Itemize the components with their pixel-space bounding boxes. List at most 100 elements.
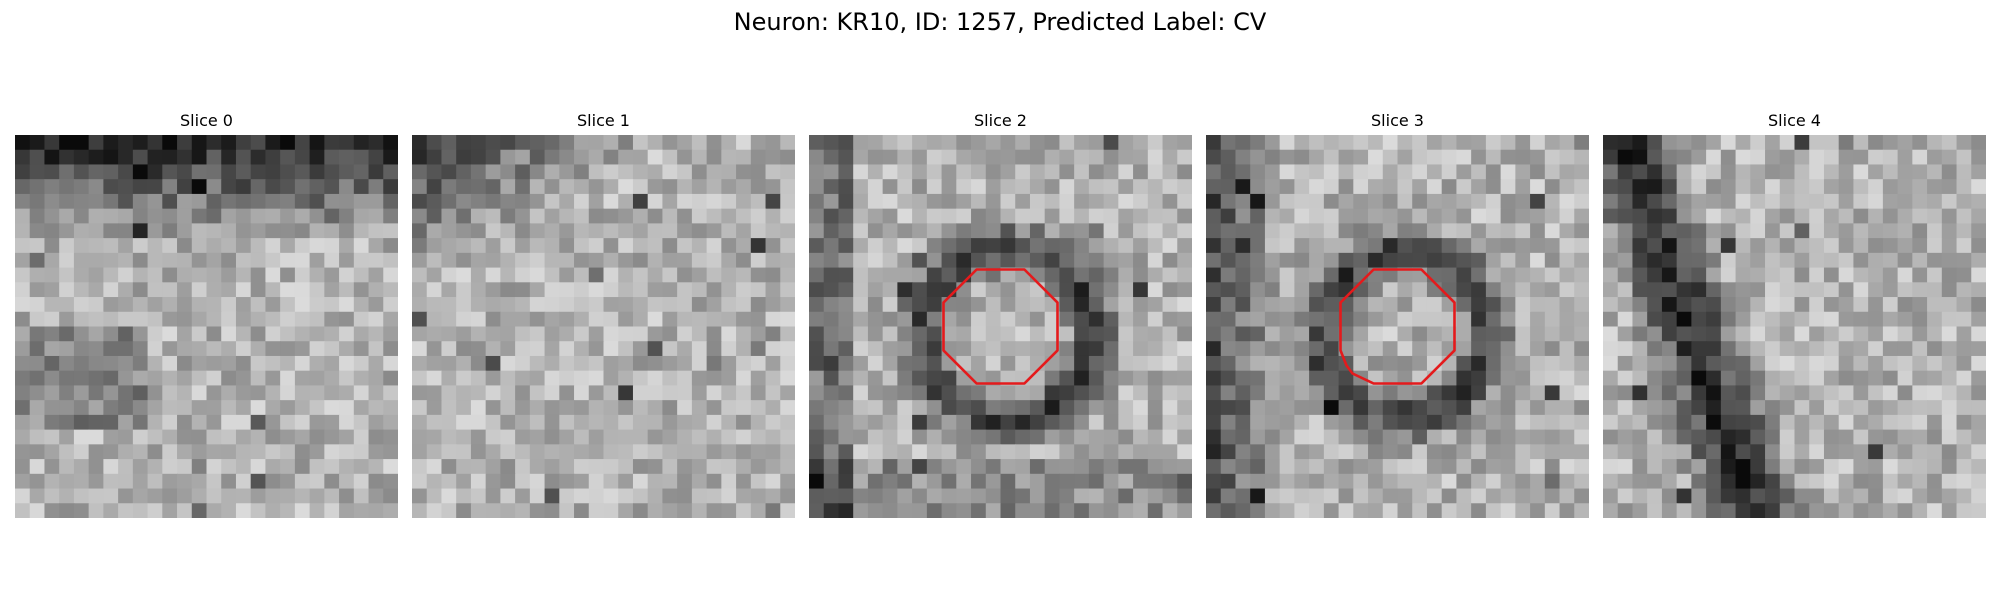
pixel-cell xyxy=(1279,400,1295,416)
pixel-cell xyxy=(1471,473,1487,490)
pixel-cell xyxy=(1823,444,1840,460)
pixel-cell xyxy=(662,267,678,283)
pixel-cell xyxy=(73,208,90,224)
pixel-cell xyxy=(1971,355,1986,372)
pixel-cell xyxy=(647,444,664,460)
pixel-cell xyxy=(1530,208,1546,224)
pixel-cell xyxy=(250,149,267,166)
pixel-cell xyxy=(324,297,340,313)
pixel-cell xyxy=(426,223,443,239)
pixel-cell xyxy=(1632,267,1648,283)
pixel-cell xyxy=(912,503,928,518)
pixel-cell xyxy=(191,282,208,298)
pixel-cell xyxy=(677,400,693,416)
pixel-cell xyxy=(1647,488,1663,504)
pixel-cell xyxy=(1897,311,1913,328)
pixel-cell xyxy=(1809,267,1825,283)
pixel-cell xyxy=(1162,208,1178,224)
pixel-cell xyxy=(1235,444,1251,460)
pixel-cell xyxy=(1500,267,1516,283)
pixel-cell xyxy=(1426,459,1443,475)
pixel-cell xyxy=(897,488,913,504)
pixel-cell xyxy=(1133,341,1149,357)
pixel-cell xyxy=(191,459,208,475)
pixel-cell xyxy=(618,341,634,357)
pixel-cell xyxy=(588,223,605,239)
pixel-cell xyxy=(985,429,1002,445)
pixel-cell xyxy=(59,355,75,372)
pixel-cell xyxy=(677,503,693,518)
pixel-cell xyxy=(132,429,149,445)
pixel-cell xyxy=(456,193,472,210)
pixel-cell xyxy=(339,503,355,518)
pixel-cell xyxy=(1574,252,1589,269)
pixel-cell xyxy=(441,135,457,151)
pixel-cell xyxy=(867,223,884,239)
pixel-cell xyxy=(691,193,708,210)
pixel-cell xyxy=(1838,223,1855,239)
pixel-cell xyxy=(1250,238,1266,254)
pixel-cell xyxy=(1838,385,1855,401)
pixel-cell xyxy=(1912,429,1928,445)
pixel-cell xyxy=(956,400,972,416)
pixel-cell xyxy=(280,429,296,445)
pixel-cell xyxy=(456,503,472,518)
pixel-cell xyxy=(956,149,972,166)
pixel-cell xyxy=(1897,193,1913,210)
pixel-cell xyxy=(1264,341,1281,357)
pixel-cell xyxy=(765,223,781,239)
pixel-cell xyxy=(618,473,634,490)
pixel-cell xyxy=(838,223,854,239)
pixel-cell xyxy=(103,282,119,298)
pixel-cell xyxy=(1927,385,1943,401)
pixel-cell xyxy=(1515,297,1531,313)
pixel-cell xyxy=(1809,252,1825,269)
pixel-cell xyxy=(1206,193,1222,210)
pixel-cell xyxy=(1074,385,1090,401)
pixel-cell xyxy=(441,370,457,387)
pixel-cell xyxy=(191,267,208,283)
pixel-cell xyxy=(353,488,370,504)
pixel-cell xyxy=(88,311,104,328)
pixel-cell xyxy=(1177,414,1192,431)
pixel-cell xyxy=(368,267,384,283)
pixel-cell xyxy=(1147,164,1164,180)
pixel-cell xyxy=(1309,282,1325,298)
pixel-cell xyxy=(206,444,222,460)
pixel-cell xyxy=(1971,503,1986,518)
pixel-cell xyxy=(677,164,693,180)
pixel-cell xyxy=(1941,297,1958,313)
pixel-cell xyxy=(736,179,752,195)
pixel-cell xyxy=(1544,488,1561,504)
pixel-cell xyxy=(1074,414,1090,431)
pixel-cell xyxy=(15,385,31,401)
pixel-cell xyxy=(1323,208,1340,224)
pixel-cell xyxy=(441,208,457,224)
pixel-cell xyxy=(1706,341,1722,357)
pixel-cell xyxy=(1368,282,1384,298)
pixel-cell xyxy=(1044,459,1061,475)
pixel-cell xyxy=(780,488,795,504)
pixel-cell xyxy=(618,429,634,445)
pixel-cell xyxy=(1118,252,1134,269)
pixel-cell xyxy=(1691,385,1707,401)
pixel-cell xyxy=(29,429,46,445)
pixel-cell xyxy=(412,297,428,313)
pixel-cell xyxy=(1220,208,1237,224)
pixel-cell xyxy=(1927,444,1943,460)
pixel-cell xyxy=(1720,400,1737,416)
pixel-cell xyxy=(59,473,75,490)
pixel-cell xyxy=(1485,400,1502,416)
pixel-cell xyxy=(559,149,575,166)
pixel-cell xyxy=(1250,444,1266,460)
pixel-cell xyxy=(1118,503,1134,518)
pixel-cell xyxy=(662,429,678,445)
pixel-cell xyxy=(1162,179,1178,195)
pixel-cell xyxy=(736,135,752,151)
pixel-cell xyxy=(1220,135,1237,151)
pixel-cell xyxy=(677,252,693,269)
pixel-cell xyxy=(1118,149,1134,166)
pixel-cell xyxy=(221,429,237,445)
pixel-cell xyxy=(632,355,649,372)
pixel-cell xyxy=(1147,297,1164,313)
